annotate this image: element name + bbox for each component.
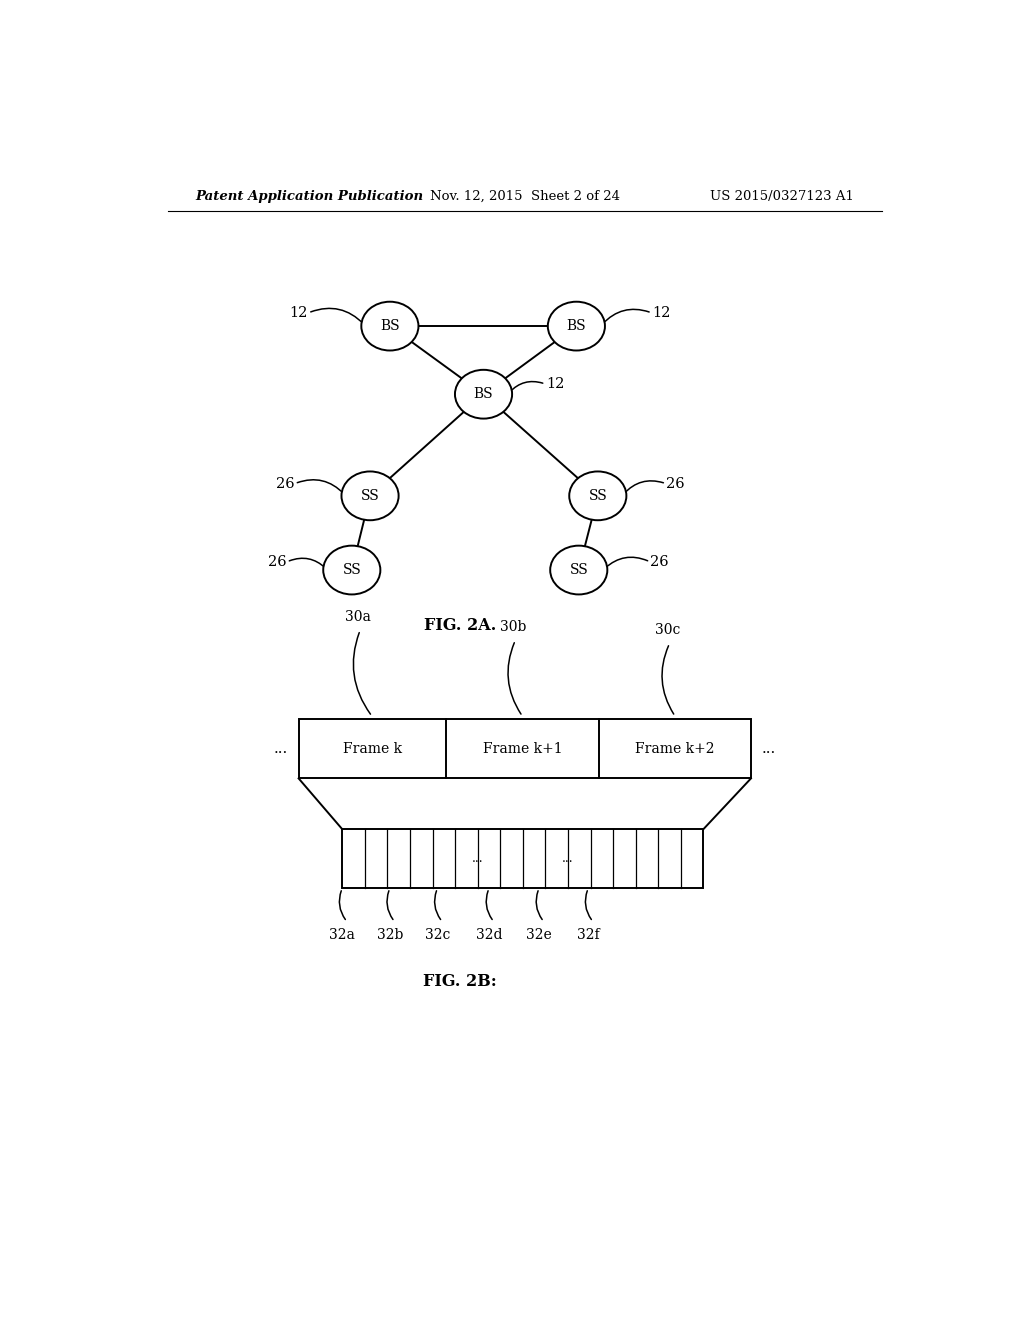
Ellipse shape (548, 302, 605, 351)
Text: Patent Application Publication: Patent Application Publication (196, 190, 424, 202)
Text: FIG. 2A.: FIG. 2A. (424, 618, 496, 635)
Text: ...: ... (761, 742, 775, 756)
Text: SS: SS (360, 488, 380, 503)
Text: US 2015/0327123 A1: US 2015/0327123 A1 (711, 190, 854, 202)
Text: SS: SS (589, 488, 607, 503)
Text: ...: ... (562, 853, 573, 865)
Bar (342, 829, 703, 888)
Text: FIG. 2B:: FIG. 2B: (423, 973, 497, 990)
Text: SS: SS (342, 564, 361, 577)
Text: 30a: 30a (345, 610, 371, 624)
Text: SS: SS (569, 564, 588, 577)
Text: Frame k+2: Frame k+2 (636, 742, 715, 756)
Text: BS: BS (566, 319, 586, 333)
Text: 26: 26 (650, 554, 669, 569)
Text: 26: 26 (268, 554, 287, 569)
Ellipse shape (361, 302, 419, 351)
Text: 12: 12 (290, 306, 308, 319)
Text: BS: BS (474, 387, 494, 401)
Text: 30b: 30b (500, 620, 526, 634)
Ellipse shape (550, 545, 607, 594)
Ellipse shape (569, 471, 627, 520)
Text: 32f: 32f (577, 928, 600, 941)
Text: 26: 26 (275, 477, 295, 491)
Ellipse shape (341, 471, 398, 520)
Text: 32d: 32d (476, 928, 503, 941)
Text: BS: BS (380, 319, 399, 333)
Ellipse shape (324, 545, 380, 594)
Text: 30c: 30c (654, 623, 680, 638)
Text: 32c: 32c (425, 928, 451, 941)
Text: 32b: 32b (377, 928, 403, 941)
Bar (299, 719, 751, 779)
Text: ...: ... (472, 853, 483, 865)
Ellipse shape (455, 370, 512, 418)
Text: Nov. 12, 2015  Sheet 2 of 24: Nov. 12, 2015 Sheet 2 of 24 (430, 190, 620, 202)
Text: Frame k: Frame k (343, 742, 401, 756)
Text: Frame k+1: Frame k+1 (482, 742, 562, 756)
Text: 26: 26 (667, 477, 685, 491)
Text: 12: 12 (652, 306, 671, 319)
Text: ...: ... (274, 742, 289, 756)
Text: 32e: 32e (526, 928, 552, 941)
Text: 32a: 32a (330, 928, 355, 941)
Text: 12: 12 (546, 378, 564, 391)
